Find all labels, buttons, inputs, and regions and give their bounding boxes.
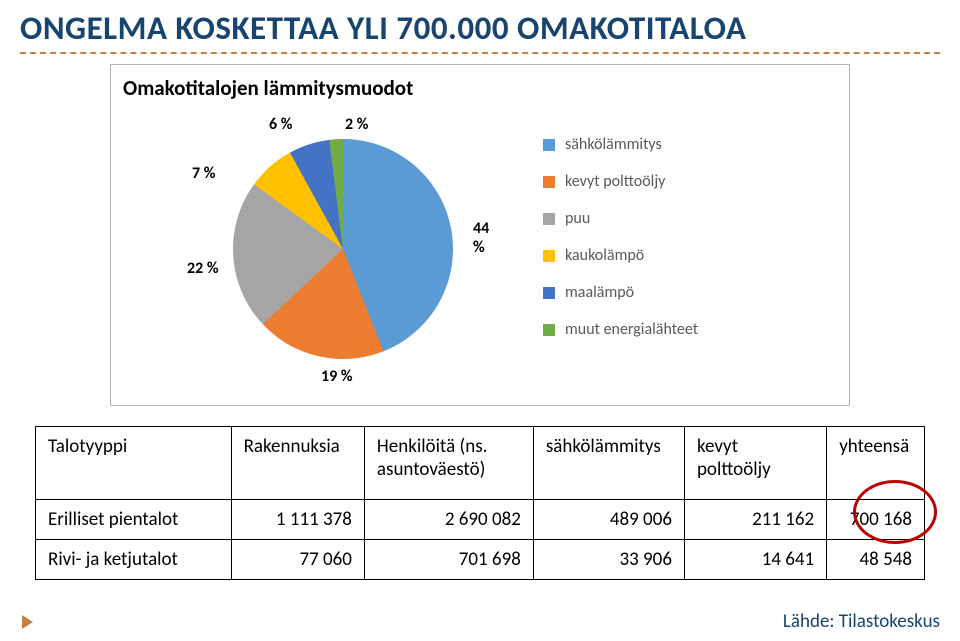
source-label: Lähde: Tilastokeskus [783, 610, 940, 633]
table-cell: 701 698 [364, 540, 533, 580]
legend-label: kaukolämpö [565, 246, 644, 265]
chart-container: Omakotitalojen lämmitysmuodot 44 % 19 % … [110, 64, 850, 406]
callout-6: 6 % [269, 115, 292, 134]
legend-label: kevyt polttoöljy [565, 172, 665, 191]
table-cell: 211 162 [684, 500, 826, 540]
table-cell: 33 906 [533, 540, 684, 580]
highlight-circle [853, 480, 937, 544]
legend-swatch [543, 176, 555, 188]
callout-19: 19 % [321, 367, 353, 386]
table-header-cell: kevyt polttoöljy [684, 427, 826, 500]
table-cell: 489 006 [533, 500, 684, 540]
legend-swatch [543, 250, 555, 262]
table-header-cell: Talotyyppi [36, 427, 232, 500]
table-container: TalotyyppiRakennuksiaHenkilöitä (ns. asu… [35, 426, 925, 580]
page-title: ONGELMA KOSKETTAA YLI 700.000 OMAKOTITAL… [0, 0, 960, 52]
table-row: Erilliset pientalot1 111 3782 690 082489… [36, 500, 925, 540]
legend: sähkölämmitys kevyt polttoöljy puu kaukoläm… [503, 109, 698, 339]
table-cell: 2 690 082 [364, 500, 533, 540]
triangle-bullet-icon [22, 615, 33, 629]
callout-22: 22 % [187, 259, 219, 278]
legend-label: maalämpö [565, 283, 634, 302]
chart-body: 44 % 19 % 22 % 7 % 6 % 2 % sähkölämmitys… [111, 109, 849, 399]
legend-label: sähkölämmitys [565, 135, 662, 154]
table-cell: 1 111 378 [231, 500, 364, 540]
table-header-row: TalotyyppiRakennuksiaHenkilöitä (ns. asu… [36, 427, 925, 500]
pie-chart [233, 139, 453, 359]
table-header-cell: Henkilöitä (ns. asuntoväestö) [364, 427, 533, 500]
data-table: TalotyyppiRakennuksiaHenkilöitä (ns. asu… [35, 426, 925, 580]
table-cell: Erilliset pientalot [36, 500, 232, 540]
table-row: Rivi- ja ketjutalot77 060701 69833 90614… [36, 540, 925, 580]
table-cell: 48 548 [827, 540, 925, 580]
table-body: Erilliset pientalot1 111 3782 690 082489… [36, 500, 925, 580]
legend-item: muut energialähteet [543, 320, 698, 339]
legend-item: kaukolämpö [543, 246, 698, 265]
legend-item: kevyt polttoöljy [543, 172, 698, 191]
legend-swatch [543, 139, 555, 151]
legend-item: puu [543, 209, 698, 228]
table-header-cell: Rakennuksia [231, 427, 364, 500]
table-cell: Rivi- ja ketjutalot [36, 540, 232, 580]
legend-item: sähkölämmitys [543, 135, 698, 154]
callout-7: 7 % [192, 164, 215, 183]
legend-label: muut energialähteet [565, 320, 698, 339]
legend-item: maalämpö [543, 283, 698, 302]
table-cell: 77 060 [231, 540, 364, 580]
legend-swatch [543, 287, 555, 299]
legend-swatch [543, 213, 555, 225]
legend-swatch [543, 324, 555, 336]
callout-2: 2 % [345, 115, 368, 134]
legend-label: puu [565, 209, 590, 228]
callout-44: 44 % [473, 219, 503, 257]
table-header-cell: sähkölämmitys [533, 427, 684, 500]
pie-area: 44 % 19 % 22 % 7 % 6 % 2 % [123, 109, 503, 389]
table-cell: 14 641 [684, 540, 826, 580]
dashed-rule [20, 52, 940, 54]
chart-title: Omakotitalojen lämmitysmuodot [111, 71, 849, 109]
